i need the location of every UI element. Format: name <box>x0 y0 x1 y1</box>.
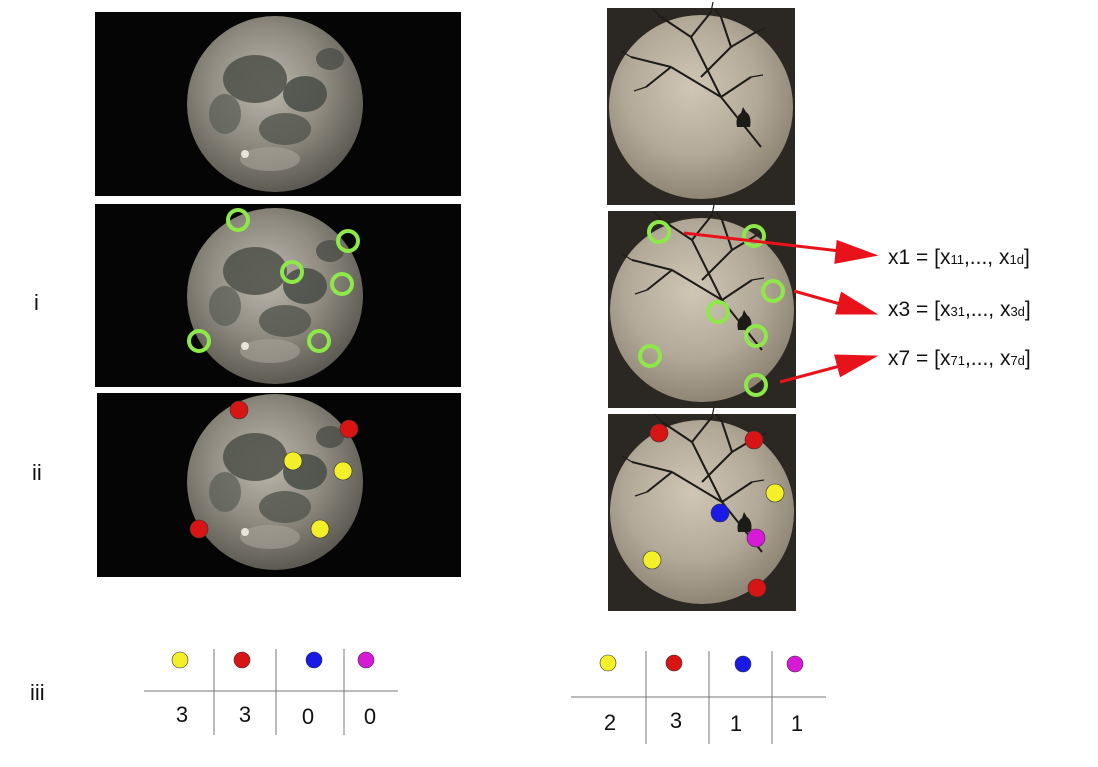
right-image-top <box>607 1 795 205</box>
count-left-yellow: 3 <box>175 702 189 727</box>
count-left-red: 3 <box>238 702 252 727</box>
equation-x7-sub-last: 7d <box>1010 353 1025 368</box>
equation-x7: x7 = [x71,..., x7d] <box>888 347 1031 370</box>
left-keypoint-rings <box>187 208 360 353</box>
equation-x1-lhs: x1 <box>888 246 911 269</box>
right-keypoint-rings <box>638 220 785 397</box>
equation-x1-sub-last: 1d <box>1009 252 1024 267</box>
equation-x3: x3 = [x31,..., x3d] <box>888 298 1031 321</box>
equation-x1: x1 = [x11,..., x1d] <box>888 246 1030 269</box>
equation-x1-sub-first: 11 <box>950 252 964 267</box>
count-left-magenta: 0 <box>363 704 377 729</box>
histogram-left <box>144 649 398 735</box>
left-cluster-dots <box>189 400 359 539</box>
count-right-yellow: 2 <box>603 710 617 735</box>
count-right-blue: 1 <box>729 711 743 736</box>
right-cluster-dots <box>642 423 785 598</box>
histogram-right <box>571 651 826 744</box>
feature-arrows <box>683 231 879 384</box>
row-label-i: i <box>34 290 39 315</box>
left-image-clustered <box>97 393 461 577</box>
left-image-keypoints <box>95 204 461 387</box>
count-right-red: 3 <box>669 708 683 733</box>
equation-x7-sub-first: 71 <box>950 353 965 368</box>
row-label-iii: iii <box>30 680 45 705</box>
count-left-blue: 0 <box>301 704 315 729</box>
count-right-magenta: 1 <box>790 711 804 736</box>
equation-x3-sub-first: 31 <box>950 304 965 319</box>
equation-x3-lhs: x3 <box>888 298 911 321</box>
row-label-ii: ii <box>32 460 42 485</box>
right-image-clustered <box>608 406 796 611</box>
left-image-top <box>95 12 461 196</box>
right-image-keypoints <box>608 204 796 408</box>
equation-x3-sub-last: 3d <box>1010 304 1025 319</box>
equation-x7-lhs: x7 <box>888 347 911 370</box>
